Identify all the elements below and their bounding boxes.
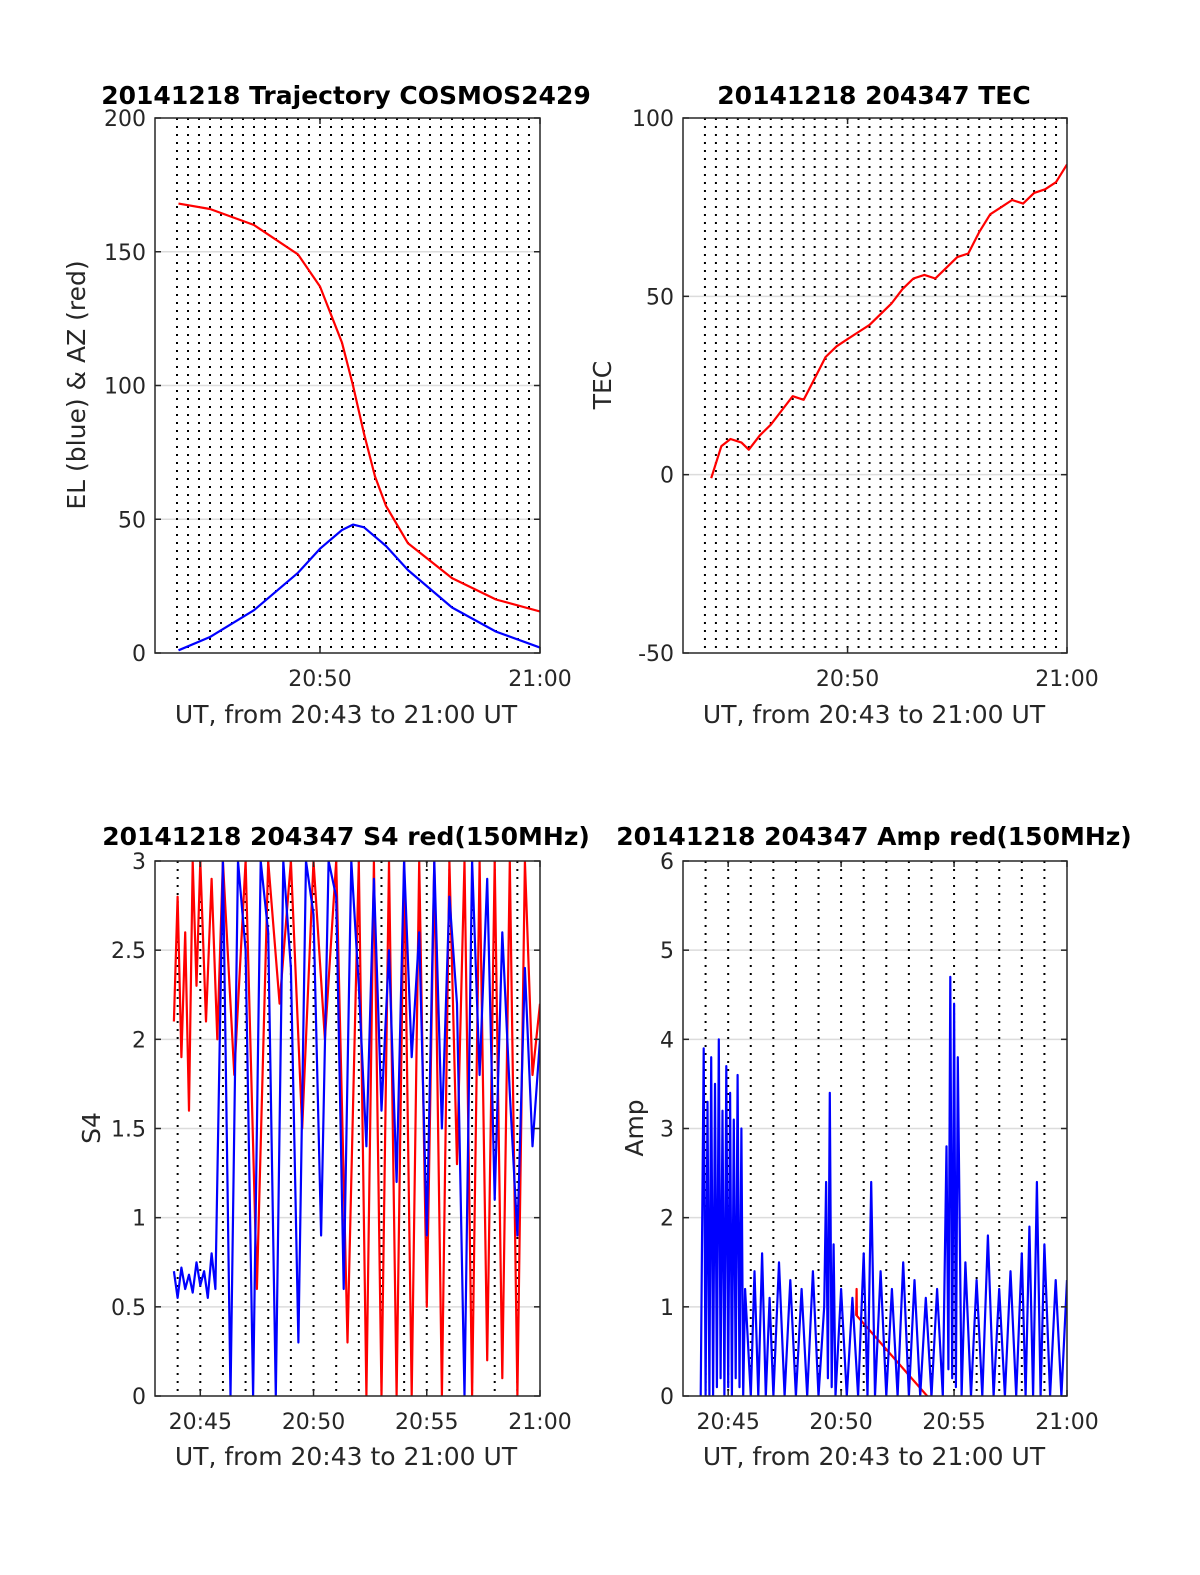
y-tick-label: 1 xyxy=(660,1296,674,1321)
series-line xyxy=(178,523,540,652)
y-tick-label: 4 xyxy=(660,1028,674,1053)
series-line xyxy=(178,202,540,613)
y-tick-label: 5 xyxy=(660,939,674,964)
amp-panel: 20141218 204347 Amp red(150MHz) UT, from… xyxy=(616,822,1132,1471)
x-tick-label: 20:50 xyxy=(809,1410,872,1435)
y-tick-label: 0 xyxy=(132,1385,146,1410)
axes-box xyxy=(682,117,1068,654)
x-axis-label: UT, from 20:43 to 21:00 UT xyxy=(703,1442,1046,1471)
y-tick-label: 0 xyxy=(660,1385,674,1410)
series-group xyxy=(699,975,1067,1396)
y-tick-label: 1 xyxy=(132,1207,146,1232)
chart-title: 20141218 204347 S4 red(150MHz) xyxy=(102,822,590,851)
y-tick-label: 50 xyxy=(646,285,674,310)
y-axis-label: EL (blue) & AZ (red) xyxy=(62,260,91,509)
x-tick-label: 20:55 xyxy=(395,1410,458,1435)
y-tick-label: 100 xyxy=(632,107,674,132)
series-group xyxy=(710,163,1067,479)
x-tick-label: 20:50 xyxy=(816,667,879,692)
y-tick-label: 0 xyxy=(132,642,146,667)
y-tick-label: 1.5 xyxy=(111,1118,146,1143)
chart-title: 20141218 Trajectory COSMOS2429 xyxy=(101,81,591,110)
series-group xyxy=(172,861,540,1396)
y-tick-label: 2 xyxy=(132,1028,146,1053)
x-axis-label: UT, from 20:43 to 21:00 UT xyxy=(175,1442,518,1471)
y-tick-label: 0.5 xyxy=(111,1296,146,1321)
x-tick-label: 20:50 xyxy=(288,667,351,692)
x-tick-label: 21:00 xyxy=(508,1410,571,1435)
tec-panel: 20141218 204347 TEC UT, from 20:43 to 21… xyxy=(588,81,1099,729)
y-tick-label: 0 xyxy=(660,464,674,489)
y-tick-label: 6 xyxy=(660,850,674,875)
chart-title: 20141218 204347 TEC xyxy=(717,81,1030,110)
x-tick-label: 20:50 xyxy=(282,1410,345,1435)
y-tick-label: -50 xyxy=(638,642,674,667)
x-tick-label: 20:45 xyxy=(696,1410,759,1435)
x-tick-label: 21:00 xyxy=(1035,1410,1098,1435)
series-group xyxy=(178,202,540,652)
y-tick-label: 100 xyxy=(104,375,146,400)
y-tick-label: 2.5 xyxy=(111,939,146,964)
trajectory-panel: 20141218 Trajectory COSMOS2429 UT, from … xyxy=(62,81,591,729)
x-tick-label: 20:55 xyxy=(922,1410,985,1435)
s4-panel: 20141218 204347 S4 red(150MHz) UT, from … xyxy=(77,822,590,1471)
chart-title: 20141218 204347 Amp red(150MHz) xyxy=(616,822,1132,851)
y-tick-label: 200 xyxy=(104,107,146,132)
series-line xyxy=(710,163,1067,479)
x-axis-label: UT, from 20:43 to 21:00 UT xyxy=(703,700,1046,729)
series-line xyxy=(855,1287,933,1396)
x-tick-label: 21:00 xyxy=(1035,667,1098,692)
y-tick-label: 2 xyxy=(660,1207,674,1232)
y-tick-label: 50 xyxy=(118,508,146,533)
y-axis-label: TEC xyxy=(588,361,617,411)
series-line xyxy=(699,975,1067,1396)
y-axis-label: Amp xyxy=(620,1099,649,1156)
series-line xyxy=(172,861,540,1396)
y-tick-label: 150 xyxy=(104,241,146,266)
y-tick-label: 3 xyxy=(660,1118,674,1143)
series-line xyxy=(172,861,540,1396)
x-tick-label: 20:45 xyxy=(169,1410,232,1435)
y-tick-label: 3 xyxy=(132,850,146,875)
x-axis-label: UT, from 20:43 to 21:00 UT xyxy=(175,700,518,729)
y-axis-label: S4 xyxy=(77,1112,106,1144)
x-tick-label: 21:00 xyxy=(508,667,571,692)
